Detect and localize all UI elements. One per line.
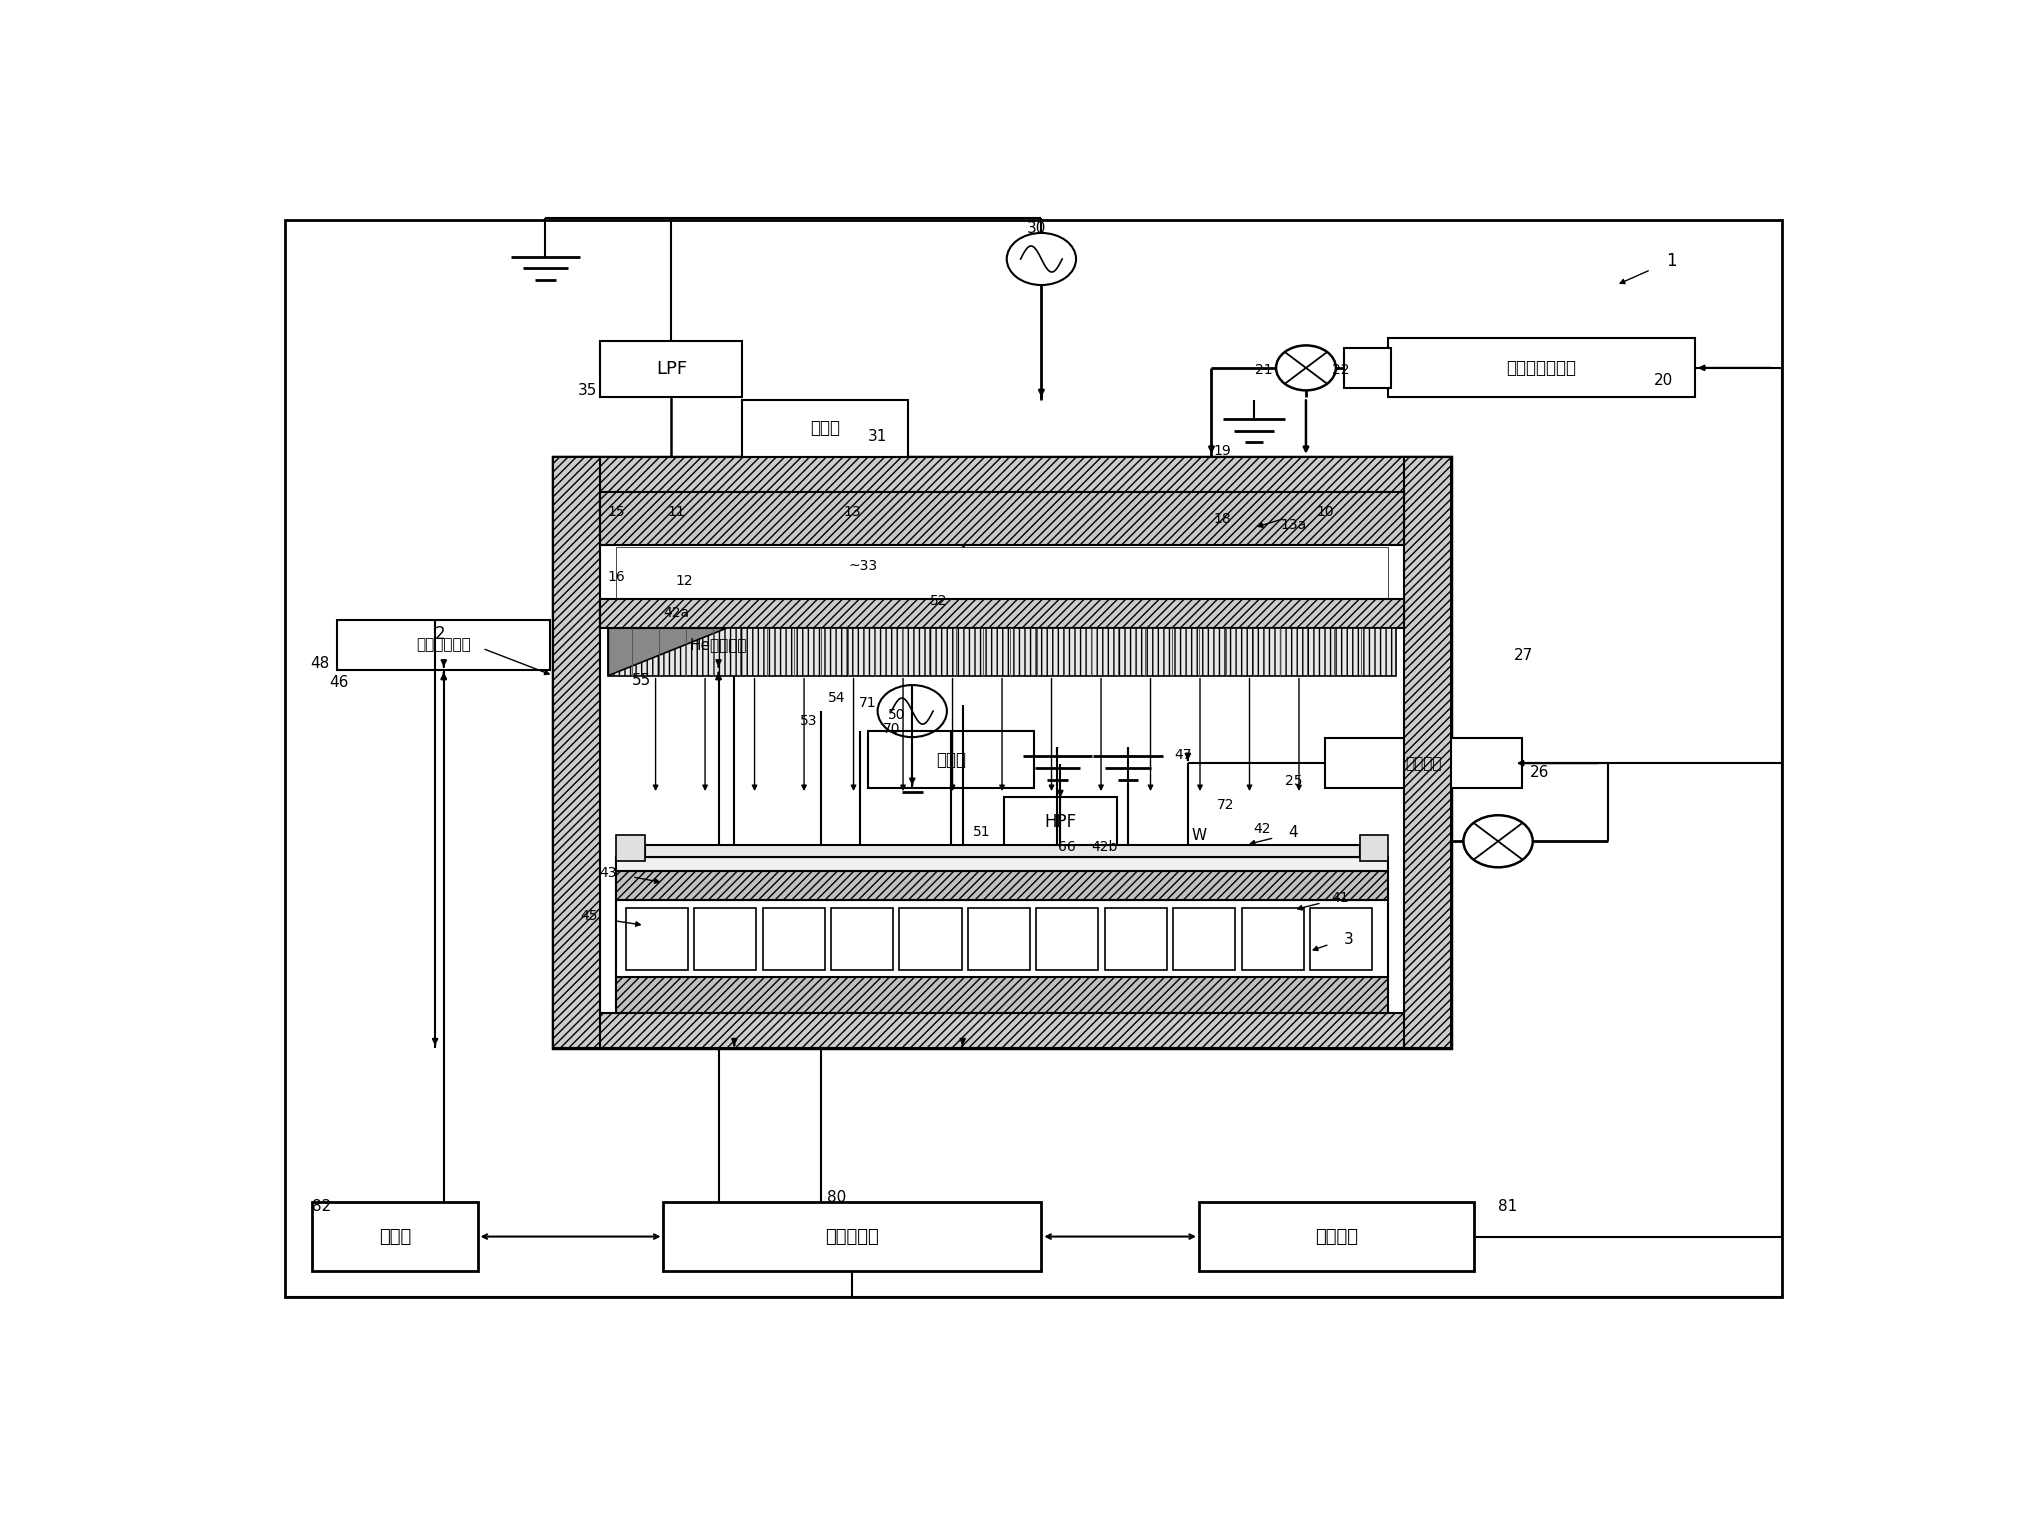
Bar	[1105, 907, 1166, 970]
Text: 26: 26	[1530, 765, 1548, 781]
Text: 55: 55	[632, 673, 650, 689]
Bar	[831, 907, 894, 970]
Text: 16: 16	[608, 570, 626, 584]
Text: 82: 82	[313, 1199, 331, 1214]
Text: 19: 19	[1213, 444, 1231, 458]
Bar	[662, 1202, 1042, 1271]
Bar	[1172, 907, 1235, 970]
Bar	[967, 907, 1030, 970]
Text: 冷媒供给机构: 冷媒供给机构	[417, 638, 471, 652]
Text: 54: 54	[827, 692, 845, 705]
Bar	[601, 492, 1404, 546]
Text: 21: 21	[1254, 363, 1272, 377]
Text: 用户接口: 用户接口	[1315, 1228, 1357, 1245]
Text: 13: 13	[843, 506, 862, 520]
Bar	[1311, 907, 1372, 970]
Text: 35: 35	[577, 383, 597, 398]
Bar	[1004, 798, 1118, 847]
Text: 48: 48	[311, 656, 329, 672]
Bar	[553, 1013, 1451, 1048]
Text: 52: 52	[931, 593, 947, 609]
Text: 31: 31	[868, 429, 888, 444]
Text: 41: 41	[1331, 891, 1349, 905]
Bar	[644, 845, 1359, 856]
Text: 51: 51	[973, 825, 990, 839]
Text: 12: 12	[675, 573, 693, 589]
Text: HPF: HPF	[1044, 813, 1077, 832]
Text: 42: 42	[1254, 822, 1270, 836]
Text: 50: 50	[888, 707, 906, 722]
Bar	[868, 732, 1034, 788]
Text: 71: 71	[858, 696, 876, 710]
Bar	[1199, 1202, 1475, 1271]
Text: 42b: 42b	[1091, 841, 1118, 855]
Text: 18: 18	[1213, 512, 1231, 526]
Bar	[695, 907, 756, 970]
Text: He供给机构: He供给机构	[689, 638, 748, 652]
Bar	[553, 456, 601, 1048]
Bar	[553, 456, 1451, 492]
Bar	[337, 619, 551, 670]
Bar	[616, 901, 1388, 978]
Text: 30: 30	[1026, 221, 1046, 235]
Text: 存储部: 存储部	[378, 1228, 410, 1245]
Text: 匹配器: 匹配器	[937, 750, 965, 768]
Text: 70: 70	[884, 722, 900, 736]
Text: 20: 20	[1654, 373, 1672, 389]
Bar	[900, 907, 961, 970]
Bar	[1036, 907, 1099, 970]
Text: 3: 3	[1343, 931, 1353, 947]
Bar	[608, 629, 1396, 676]
Text: 处理气体供给源: 处理气体供给源	[1506, 358, 1577, 377]
Text: 66: 66	[1059, 841, 1075, 855]
Text: 72: 72	[1217, 798, 1233, 812]
Bar	[616, 871, 1388, 901]
Bar	[616, 835, 644, 861]
Bar	[616, 978, 1388, 1013]
Text: 13a: 13a	[1280, 518, 1307, 532]
Text: 47: 47	[1174, 749, 1193, 762]
Bar	[313, 1202, 478, 1271]
Text: 1: 1	[1666, 252, 1676, 271]
Text: 42a: 42a	[662, 606, 689, 619]
Text: 43: 43	[599, 867, 618, 881]
Text: W: W	[1191, 828, 1207, 842]
Text: 11: 11	[666, 506, 685, 520]
Text: 2: 2	[435, 626, 445, 642]
Bar	[762, 907, 825, 970]
Text: 27: 27	[1514, 649, 1532, 662]
Text: 4: 4	[1288, 825, 1298, 841]
Bar	[1343, 347, 1392, 387]
Bar	[1404, 456, 1451, 1048]
Text: 15: 15	[608, 506, 626, 520]
Bar	[616, 547, 1388, 598]
Bar	[1242, 907, 1305, 970]
Bar	[601, 341, 742, 398]
Text: 45: 45	[581, 908, 597, 922]
Bar	[626, 907, 687, 970]
Bar	[1325, 738, 1522, 788]
Bar	[616, 856, 1388, 871]
Text: 53: 53	[799, 713, 817, 727]
Bar	[1359, 835, 1388, 861]
Text: 80: 80	[827, 1190, 845, 1205]
Text: 过程控制器: 过程控制器	[825, 1228, 880, 1245]
Text: LPF: LPF	[656, 360, 687, 378]
Polygon shape	[608, 629, 727, 676]
Text: 排气装置: 排气装置	[1404, 756, 1441, 770]
Text: 46: 46	[329, 675, 350, 690]
Bar	[624, 619, 813, 670]
Text: 22: 22	[1331, 363, 1349, 377]
Text: 81: 81	[1498, 1199, 1518, 1214]
Bar	[742, 400, 908, 456]
Text: 10: 10	[1317, 506, 1333, 520]
Text: 25: 25	[1284, 775, 1303, 788]
Text: ~33: ~33	[849, 558, 878, 572]
Text: 匹配器: 匹配器	[811, 420, 839, 437]
Bar	[1388, 338, 1695, 398]
Bar	[553, 456, 1451, 1048]
Bar	[601, 598, 1404, 629]
